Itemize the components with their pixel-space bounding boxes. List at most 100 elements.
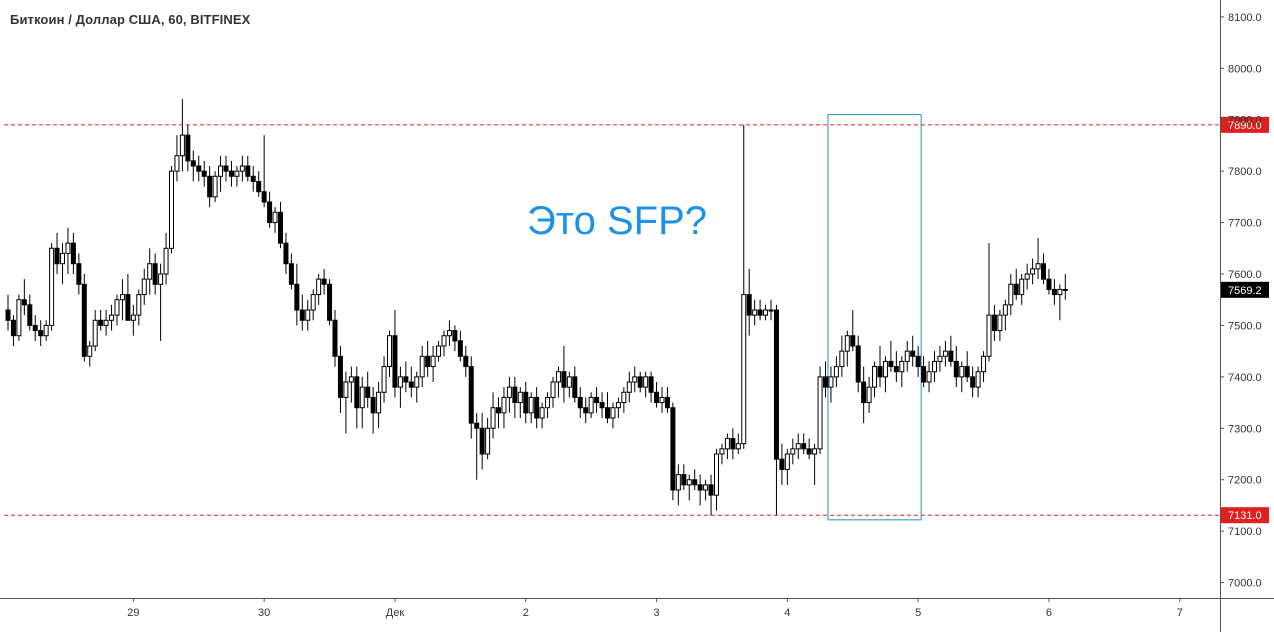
candle-body (921, 366, 927, 383)
candle-body (964, 366, 970, 378)
last-price-label: 7569.2 (1228, 285, 1262, 297)
price-tick-label: 8000.0 (1228, 63, 1262, 75)
candle-body (468, 366, 474, 424)
candle-body (327, 283, 333, 321)
candle-body (730, 438, 736, 450)
candle-body (855, 345, 861, 383)
sfp-annotation: Это SFP? (527, 199, 707, 243)
price-tick-label: 8100.0 (1228, 12, 1262, 24)
candle-body (719, 448, 725, 455)
candle-body (528, 396, 534, 414)
candle-body (790, 448, 796, 455)
candle-body (953, 360, 959, 378)
time-tick-label: 30 (258, 607, 270, 619)
candle-body (959, 366, 965, 378)
candle-body (599, 402, 605, 409)
candle-body (997, 314, 1003, 332)
candle-body (452, 330, 458, 342)
candle-body (588, 396, 594, 414)
candle-body (250, 175, 256, 182)
candle-body (768, 309, 774, 312)
price-tick-label: 7600.0 (1228, 269, 1262, 281)
candle-body (141, 278, 147, 296)
candle-body (833, 366, 839, 378)
price-tick-label: 7500.0 (1228, 320, 1262, 332)
candle-body (981, 355, 987, 373)
time-tick-label: 6 (1046, 607, 1052, 619)
candle-body (932, 360, 937, 373)
candle-body (1057, 288, 1063, 296)
level-price-label: 7890.0 (1228, 120, 1262, 132)
candle-body (376, 391, 382, 414)
candle-body (397, 376, 403, 388)
candle-body (659, 396, 665, 404)
candle-body (561, 371, 567, 388)
candle-body (986, 314, 992, 357)
candle-body (441, 335, 447, 347)
candle-body (234, 170, 240, 177)
candle-body (278, 211, 283, 244)
candle-body (419, 355, 425, 378)
candle-body (610, 407, 616, 419)
candle-body (496, 407, 501, 414)
candle-body (817, 376, 823, 450)
candle-body (714, 453, 719, 496)
candle-body (403, 376, 409, 383)
candle-body (877, 366, 883, 378)
candle-body (490, 407, 496, 429)
candle-body (1002, 304, 1008, 316)
sfp-highlight-box (827, 114, 922, 521)
candle-body (899, 360, 905, 373)
candle-body (32, 324, 38, 332)
candle-body (267, 201, 273, 224)
candle-body (38, 330, 44, 337)
candle-body (1051, 288, 1057, 296)
candle-body (288, 263, 294, 285)
candle-body (681, 474, 687, 486)
candle-body (937, 355, 943, 362)
candle-body (130, 314, 136, 321)
candle-body (703, 484, 709, 491)
candle-body (1062, 288, 1068, 291)
candle-body (49, 247, 55, 326)
candle-body (381, 366, 387, 393)
candle-body (136, 294, 142, 316)
candle-body (207, 175, 213, 198)
candle-body (555, 371, 561, 383)
candle-body (506, 386, 512, 398)
candle-body (60, 252, 65, 265)
candle-body (16, 299, 22, 337)
candle-body (54, 247, 60, 265)
candle-body (752, 309, 758, 316)
candle-body (763, 309, 769, 316)
candle-body (539, 407, 545, 419)
candle-body (228, 170, 234, 177)
candle-body (365, 386, 371, 398)
candle-body (970, 376, 976, 388)
candle-body (316, 278, 322, 296)
candle-body (648, 376, 654, 393)
time-tick-label: 4 (784, 607, 790, 619)
candle-body (1030, 268, 1036, 275)
candle-body (910, 350, 916, 357)
candle-body (828, 376, 834, 388)
candle-body (408, 381, 414, 388)
candle-body (915, 355, 921, 368)
candle-body (512, 386, 518, 404)
candle-body (795, 443, 801, 450)
candle-body (632, 376, 638, 383)
candle-body (670, 407, 676, 491)
candle-body (239, 165, 245, 172)
candle-body (773, 309, 779, 460)
candle-body (675, 474, 681, 491)
candle-body (545, 396, 551, 409)
candle-body (387, 335, 392, 368)
candle-body (534, 396, 540, 419)
candle-body (741, 294, 747, 445)
candle-body (1013, 283, 1019, 296)
candle-body (348, 376, 354, 383)
candle-body (594, 396, 600, 404)
price-tick-label: 7100.0 (1228, 526, 1262, 538)
candle-body (81, 283, 87, 357)
